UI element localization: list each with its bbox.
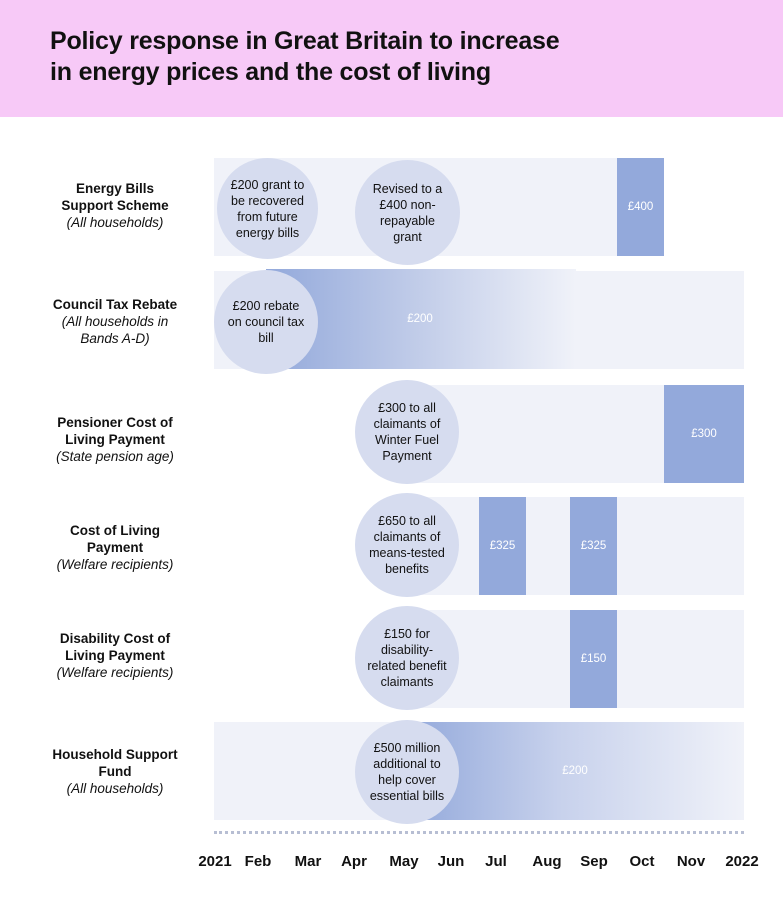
row-name: Living Payment bbox=[65, 648, 165, 663]
axis-label: Feb bbox=[244, 853, 272, 870]
note-bubble: £200 grant to be recovered from future e… bbox=[217, 158, 318, 259]
row-label-council-tax: Council Tax Rebate (All households in Ba… bbox=[20, 296, 210, 347]
row-name: Cost of Living bbox=[70, 523, 160, 538]
axis-label: Sep bbox=[580, 853, 608, 870]
row-name: Living Payment bbox=[65, 432, 165, 447]
axis-label: Oct bbox=[629, 853, 655, 870]
header-banner bbox=[0, 0, 783, 117]
axis-label: 2022 bbox=[725, 853, 759, 870]
note-bubble: £650 to all claimants of means-tested be… bbox=[355, 493, 459, 597]
payment-amount: £200 bbox=[407, 313, 433, 325]
row-name: Pensioner Cost of bbox=[57, 415, 173, 430]
axis-label: Jun bbox=[437, 853, 465, 870]
timeline-axis-line bbox=[214, 831, 744, 834]
axis-label: Apr bbox=[341, 853, 367, 870]
row-subtitle: (State pension age) bbox=[56, 449, 174, 464]
row-label-energy-bills: Energy Bills Support Scheme (All househo… bbox=[20, 180, 210, 231]
note-bubble: £300 to all claimants of Winter Fuel Pay… bbox=[355, 380, 459, 484]
row-label-disability: Disability Cost of Living Payment (Welfa… bbox=[20, 630, 210, 681]
payment-bar: £400 bbox=[617, 158, 664, 256]
payment-bar: £150 bbox=[570, 610, 617, 708]
axis-label: Nov bbox=[676, 853, 706, 870]
axis-label: Aug bbox=[532, 853, 562, 870]
row-subtitle: (All households) bbox=[66, 781, 164, 796]
row-name: Energy Bills bbox=[75, 181, 155, 196]
row-label-pensioner: Pensioner Cost of Living Payment (State … bbox=[20, 414, 210, 465]
row-subtitle: Bands A-D) bbox=[80, 331, 150, 346]
page-title: Policy response in Great Britain to incr… bbox=[50, 26, 650, 88]
row-subtitle: (Welfare recipients) bbox=[56, 557, 174, 572]
row-name: Payment bbox=[86, 540, 144, 555]
axis-label: Mar bbox=[294, 853, 322, 870]
row-label-household-support: Household Support Fund (All households) bbox=[20, 746, 210, 797]
row-name: Disability Cost of bbox=[59, 631, 171, 646]
payment-bar: £325 bbox=[570, 497, 617, 595]
payment-amount: £200 bbox=[562, 765, 588, 777]
row-subtitle: (Welfare recipients) bbox=[56, 665, 174, 680]
payment-bar: £300 bbox=[664, 385, 744, 483]
row-name: Fund bbox=[98, 764, 132, 779]
payment-window-bar bbox=[407, 722, 744, 820]
note-bubble: £150 for disability-related benefit clai… bbox=[355, 606, 459, 710]
row-subtitle: (All households) bbox=[66, 215, 164, 230]
title-line-2: in energy prices and the cost of living bbox=[50, 58, 491, 86]
title-line-1: Policy response in Great Britain to incr… bbox=[50, 27, 560, 55]
row-name: Support Scheme bbox=[61, 198, 169, 213]
row-subtitle: (All households in bbox=[61, 314, 169, 329]
note-bubble: Revised to a £400 non-repayable grant bbox=[355, 160, 460, 265]
row-label-cost-of-living: Cost of Living Payment (Welfare recipien… bbox=[20, 522, 210, 573]
note-bubble: £200 rebate on council tax bill bbox=[214, 270, 318, 374]
row-name: Household Support bbox=[52, 747, 178, 762]
axis-label: Jul bbox=[485, 853, 507, 870]
axis-label: 2021 bbox=[198, 853, 232, 870]
payment-bar: £325 bbox=[479, 497, 526, 595]
row-name: Council Tax Rebate bbox=[52, 297, 178, 312]
note-bubble: £500 million additional to help cover es… bbox=[355, 720, 459, 824]
axis-label: May bbox=[389, 853, 419, 870]
